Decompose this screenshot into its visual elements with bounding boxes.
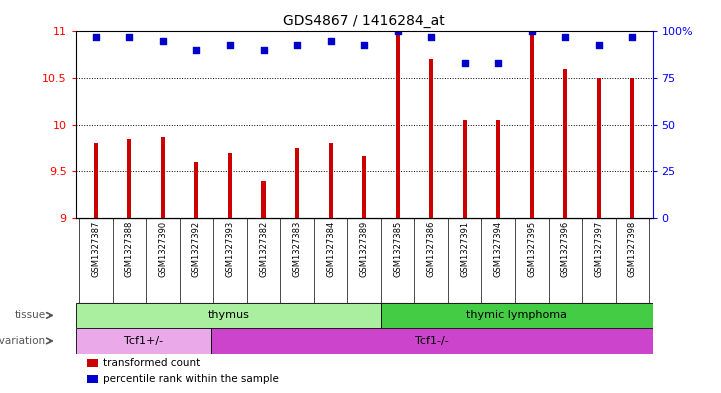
Point <box>190 47 202 53</box>
Point <box>358 41 370 48</box>
Bar <box>429 59 433 218</box>
Text: GSM1327384: GSM1327384 <box>326 220 335 277</box>
Point <box>425 34 437 40</box>
Text: percentile rank within the sample: percentile rank within the sample <box>103 374 279 384</box>
Text: GSM1327396: GSM1327396 <box>561 220 570 277</box>
Point <box>392 28 404 35</box>
Point <box>224 41 236 48</box>
Point <box>492 60 504 66</box>
Text: genotype/variation: genotype/variation <box>0 336 45 346</box>
Bar <box>396 31 399 218</box>
Bar <box>228 153 232 218</box>
Bar <box>195 162 198 218</box>
Text: GSM1327382: GSM1327382 <box>259 220 268 277</box>
Bar <box>463 120 466 218</box>
Text: GSM1327394: GSM1327394 <box>494 220 503 277</box>
Bar <box>211 328 653 354</box>
Bar <box>128 139 131 218</box>
Text: thymic lymphoma: thymic lymphoma <box>466 310 567 320</box>
Bar <box>597 78 601 218</box>
Bar <box>362 156 366 218</box>
Point <box>459 60 471 66</box>
Bar <box>329 143 332 218</box>
Bar <box>76 303 381 328</box>
Bar <box>563 69 567 218</box>
Text: GSM1327389: GSM1327389 <box>360 220 368 277</box>
Text: GSM1327388: GSM1327388 <box>125 220 134 277</box>
Bar <box>87 375 97 383</box>
Text: GSM1327392: GSM1327392 <box>192 220 201 277</box>
Bar <box>630 78 634 218</box>
Text: Tcf1+/-: Tcf1+/- <box>124 336 163 346</box>
Bar <box>87 359 97 367</box>
Point <box>291 41 303 48</box>
Text: Tcf1-/-: Tcf1-/- <box>415 336 449 346</box>
Text: GSM1327390: GSM1327390 <box>159 220 167 277</box>
Text: GSM1327391: GSM1327391 <box>460 220 469 277</box>
Point <box>123 34 135 40</box>
Bar <box>76 328 211 354</box>
Text: transformed count: transformed count <box>103 358 200 368</box>
Point <box>593 41 605 48</box>
Point <box>559 34 571 40</box>
Text: GSM1327383: GSM1327383 <box>293 220 301 277</box>
Text: GSM1327387: GSM1327387 <box>92 220 100 277</box>
Bar <box>94 143 98 218</box>
Point <box>324 38 336 44</box>
Text: GSM1327386: GSM1327386 <box>427 220 435 277</box>
Bar <box>530 31 534 218</box>
Point <box>157 38 169 44</box>
Text: thymus: thymus <box>208 310 249 320</box>
Point <box>257 47 269 53</box>
Point <box>627 34 638 40</box>
Bar <box>381 303 653 328</box>
Bar <box>496 120 500 218</box>
Bar <box>161 137 165 218</box>
Text: tissue: tissue <box>14 310 45 320</box>
Text: GSM1327397: GSM1327397 <box>594 220 603 277</box>
Title: GDS4867 / 1416284_at: GDS4867 / 1416284_at <box>283 14 445 28</box>
Bar <box>295 148 299 218</box>
Bar <box>262 181 265 218</box>
Point <box>90 34 102 40</box>
Text: GSM1327393: GSM1327393 <box>226 220 234 277</box>
Text: GSM1327385: GSM1327385 <box>393 220 402 277</box>
Text: GSM1327398: GSM1327398 <box>628 220 637 277</box>
Point <box>526 28 538 35</box>
Text: GSM1327395: GSM1327395 <box>527 220 536 277</box>
